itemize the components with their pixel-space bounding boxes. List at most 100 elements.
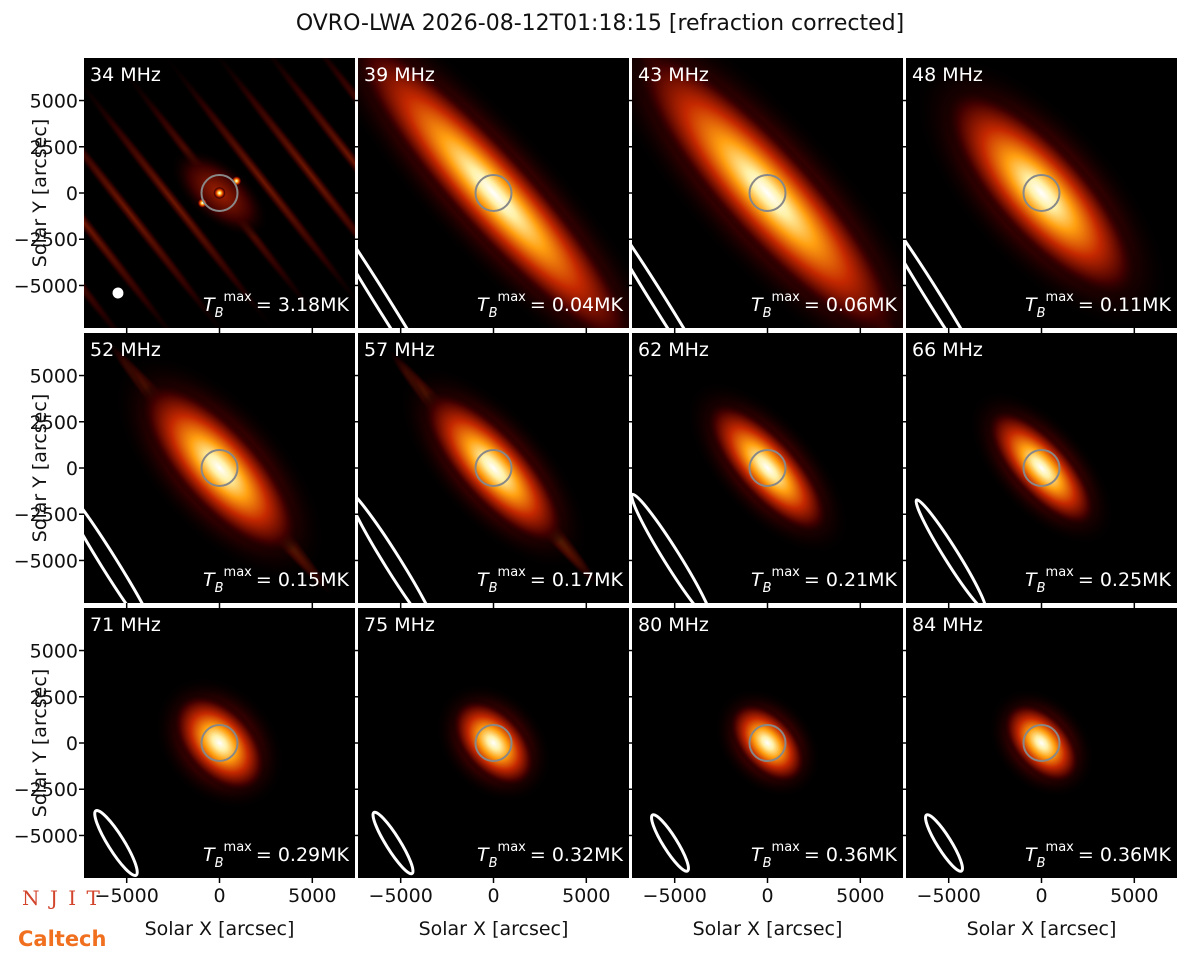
- y-tick-label: −5000: [14, 825, 78, 847]
- y-tick-label: 0: [66, 733, 78, 755]
- panel: [906, 608, 1177, 878]
- frequency-label: 48 MHz: [912, 64, 983, 86]
- y-tick-label: 2500: [30, 137, 78, 159]
- streak: [204, 58, 355, 308]
- tb-sub: B: [1037, 856, 1046, 871]
- tb-sup: max: [498, 840, 527, 855]
- y-tick-label: −2500: [14, 779, 78, 801]
- y-tick-label: 0: [66, 458, 78, 480]
- tb-symbol: T: [1025, 569, 1038, 591]
- tb-max-label: TBmax = 0.17MK: [477, 565, 624, 596]
- beam: [632, 492, 714, 603]
- beam: [371, 810, 415, 876]
- beam: [112, 287, 124, 299]
- tb-max-label: TBmax = 0.04MK: [477, 290, 624, 321]
- y-tick-label: −5000: [14, 550, 78, 572]
- tb-symbol: T: [477, 294, 490, 316]
- tb-sup: max: [772, 565, 801, 580]
- y-tick-label: 5000: [30, 91, 78, 113]
- tb-value: = 0.06MK: [804, 294, 898, 316]
- x-axis-label: Solar X [arcsec]: [693, 918, 843, 940]
- frequency-label: 52 MHz: [90, 339, 161, 361]
- tb-sub: B: [215, 581, 224, 596]
- beam: [84, 480, 162, 603]
- solar-disk: [1022, 724, 1061, 762]
- x-tick-label: 5000: [1110, 885, 1158, 907]
- tb-max-label: TBmax = 0.29MK: [203, 840, 350, 871]
- beam: [93, 808, 139, 878]
- panel: [906, 333, 1177, 603]
- y-tick-label: 2500: [30, 687, 78, 709]
- emission: [421, 389, 566, 547]
- beam: [924, 813, 964, 873]
- streak: [249, 58, 355, 298]
- tb-max-label: TBmax = 0.36MK: [1025, 840, 1172, 871]
- tb-symbol: T: [203, 294, 216, 316]
- tb-symbol: T: [1025, 844, 1038, 866]
- x-tick-label: 5000: [562, 885, 610, 907]
- solar-disk: [474, 724, 513, 762]
- source: [197, 198, 208, 208]
- y-tick-label: −2500: [14, 229, 78, 251]
- streak: [84, 78, 235, 328]
- tb-sub: B: [763, 581, 772, 596]
- emission: [451, 698, 536, 788]
- solar-disk: [1022, 449, 1061, 487]
- panel: [632, 333, 903, 603]
- emission: [728, 702, 807, 784]
- tb-value: = 0.17MK: [530, 569, 624, 591]
- solar-disk: [748, 724, 787, 762]
- y-tick-label: 2500: [30, 412, 78, 434]
- tb-value: = 0.15MK: [256, 569, 350, 591]
- x-axis-label: Solar X [arcsec]: [419, 918, 569, 940]
- panel: [358, 608, 629, 878]
- frequency-label: 84 MHz: [912, 614, 983, 636]
- tb-sub: B: [763, 306, 772, 321]
- chart-title: OVRO-LWA 2026-08-12T01:18:15 [refraction…: [296, 11, 904, 36]
- tb-sup: max: [498, 290, 527, 305]
- x-axis-label: Solar X [arcsec]: [967, 918, 1117, 940]
- panel: [84, 333, 355, 603]
- frequency-label: 39 MHz: [364, 64, 435, 86]
- solar-disk: [474, 174, 513, 212]
- beam: [650, 813, 690, 873]
- tb-value: = 0.32MK: [530, 844, 624, 866]
- y-tick-label: −2500: [14, 504, 78, 526]
- tb-symbol: T: [751, 294, 764, 316]
- y-axis-label: Solar Y [arcsec]: [29, 119, 51, 267]
- x-tick-label: 0: [487, 885, 499, 907]
- emission: [944, 87, 1139, 299]
- emission: [358, 58, 629, 328]
- njit-logo: N J I T: [22, 886, 102, 910]
- tb-symbol: T: [203, 569, 216, 591]
- streak: [84, 68, 280, 328]
- tb-symbol: T: [477, 569, 490, 591]
- tb-sub: B: [763, 856, 772, 871]
- tb-sub: B: [489, 581, 498, 596]
- tb-value: = 0.11MK: [1078, 294, 1172, 316]
- tb-symbol: T: [751, 844, 764, 866]
- tb-max-label: TBmax = 0.06MK: [751, 290, 898, 321]
- tb-max-label: TBmax = 0.15MK: [203, 565, 350, 596]
- streak: [84, 98, 145, 328]
- solar-disk: [748, 449, 787, 487]
- emission: [172, 693, 267, 793]
- panel: [84, 58, 355, 328]
- panel: [632, 608, 903, 878]
- tb-sup: max: [1046, 290, 1075, 305]
- source: [213, 187, 226, 199]
- panel: [632, 58, 903, 328]
- tb-sub: B: [215, 306, 224, 321]
- y-tick-label: 5000: [30, 366, 78, 388]
- tb-max-label: TBmax = 0.36MK: [751, 840, 898, 871]
- tb-value: = 0.36MK: [804, 844, 898, 866]
- solar-disk: [1022, 174, 1061, 212]
- y-tick-label: −5000: [14, 275, 78, 297]
- x-tick-label: 5000: [288, 885, 336, 907]
- tb-sup: max: [498, 565, 527, 580]
- tb-sub: B: [1037, 581, 1046, 596]
- beam: [358, 489, 441, 603]
- solar-disk: [200, 724, 239, 762]
- tb-value: = 0.04MK: [530, 294, 624, 316]
- x-tick-label: 0: [1035, 885, 1047, 907]
